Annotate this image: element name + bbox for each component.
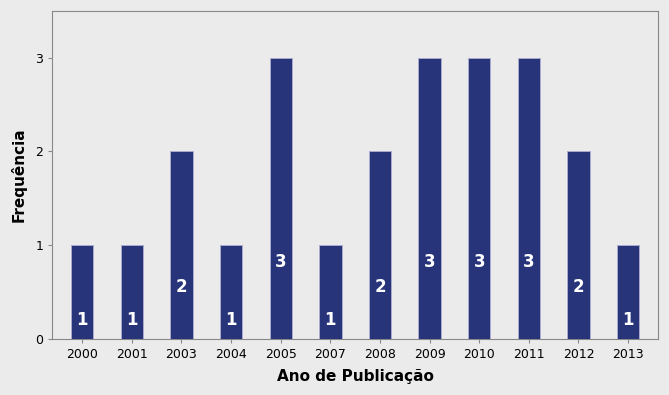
Bar: [120, 245, 143, 339]
Bar: [319, 245, 342, 339]
Y-axis label: Frequência: Frequência: [11, 128, 27, 222]
Bar: [270, 58, 292, 339]
Text: 2: 2: [374, 278, 386, 296]
Bar: [220, 245, 242, 339]
Text: 3: 3: [275, 253, 286, 271]
Text: 3: 3: [423, 253, 436, 271]
Text: 1: 1: [76, 311, 88, 329]
Bar: [617, 245, 640, 339]
Text: 1: 1: [126, 311, 138, 329]
Bar: [567, 151, 589, 339]
Text: 2: 2: [573, 278, 584, 296]
Text: 1: 1: [622, 311, 634, 329]
X-axis label: Ano de Publicação: Ano de Publicação: [277, 369, 434, 384]
Bar: [71, 245, 94, 339]
Bar: [369, 151, 391, 339]
Text: 3: 3: [523, 253, 535, 271]
Text: 3: 3: [474, 253, 485, 271]
Text: 1: 1: [225, 311, 237, 329]
Text: 2: 2: [176, 278, 187, 296]
Bar: [518, 58, 540, 339]
Bar: [468, 58, 490, 339]
Text: 1: 1: [324, 311, 336, 329]
Bar: [418, 58, 441, 339]
Bar: [171, 151, 193, 339]
